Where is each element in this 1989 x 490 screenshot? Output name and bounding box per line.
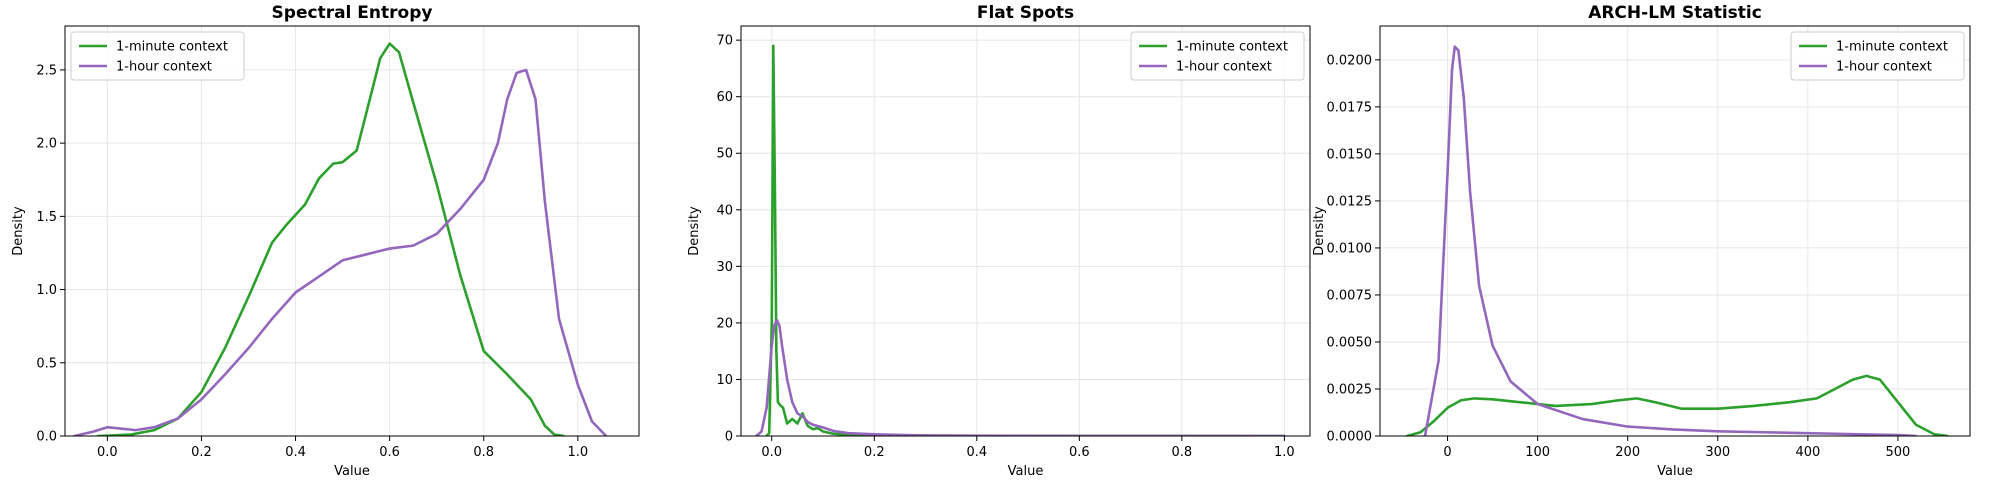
y-tick-label: 0.0150: [1327, 147, 1373, 162]
x-tick-label: 0.6: [1069, 445, 1090, 460]
y-tick-label: 40: [716, 203, 733, 218]
y-tick-label: 1.5: [36, 210, 57, 225]
y-tick-label: 2.0: [36, 137, 57, 152]
x-tick-label: 0.8: [473, 445, 494, 460]
chart-title: ARCH-LM Statistic: [1588, 3, 1762, 23]
legend-label: 1-minute context: [1836, 40, 1948, 55]
x-tick-label: 1.0: [567, 445, 588, 460]
x-tick-label: 500: [1886, 445, 1911, 460]
y-tick-label: 0: [725, 430, 733, 445]
y-tick-label: 0.0000: [1327, 430, 1373, 445]
y-tick-label: 0.0100: [1327, 241, 1373, 256]
legend-box: [70, 31, 245, 81]
y-tick-label: 0.0075: [1327, 288, 1373, 303]
panel-arch-lm-statistic: 0 100 200 300 400 500 0.0000 0.0025 0.0050 0.0075…: [1312, 3, 1971, 479]
legend-label: 1-hour context: [1176, 60, 1272, 75]
axes-frame: [1379, 25, 1971, 437]
panel-spectral-entropy: 0.0 0.2 0.4 0.6 0.8 1.0 0.0 0.5 1.0 1.5 2.0 2.5 Spec…: [11, 3, 640, 479]
y-axis-label: Density: [11, 206, 26, 256]
series-line-1-minute-context: [765, 44, 1286, 436]
chart-title: Flat Spots: [977, 3, 1074, 23]
y-tick-label: 20: [716, 316, 733, 331]
x-tick-label: 0.4: [966, 445, 987, 460]
series-line-1-hour-context: [73, 68, 608, 436]
y-tick-label: 0.0025: [1327, 382, 1373, 397]
y-tick-label: 60: [716, 90, 733, 105]
legend: 1-minute context 1-hour context: [70, 31, 245, 81]
y-tick-label: 0.0200: [1327, 53, 1373, 68]
x-tick-label: 0.4: [285, 445, 306, 460]
y-tick-label: 0.0125: [1327, 194, 1373, 209]
x-axis-label: Value: [334, 464, 370, 479]
x-axis-label: Value: [1008, 464, 1044, 479]
legend: 1-minute context 1-hour context: [1790, 31, 1965, 81]
legend: 1-minute context 1-hour context: [1130, 31, 1305, 81]
x-tick-label: 0.6: [379, 445, 400, 460]
legend-label: 1-hour context: [1836, 60, 1932, 75]
x-tick-label: 0.2: [191, 445, 212, 460]
series-line-1-minute-context: [1405, 374, 1949, 436]
x-tick-label: 300: [1705, 445, 1730, 460]
y-axis-label: Density: [687, 206, 702, 256]
legend-label: 1-minute context: [1176, 40, 1288, 55]
y-tick-label: 2.5: [36, 63, 57, 78]
x-tick-label: 0.2: [864, 445, 885, 460]
legend-label: 1-hour context: [116, 60, 212, 75]
y-tick-label: 0.0050: [1327, 335, 1373, 350]
x-tick-label: 0: [1443, 445, 1451, 460]
x-axis-label: Value: [1657, 464, 1693, 479]
legend-box: [1790, 31, 1965, 81]
axes-frame: [740, 25, 1311, 437]
y-tick-label: 30: [716, 260, 733, 275]
panel-flat-spots: 0.0 0.2 0.4 0.6 0.8 1.0 0 10 20 30 40 50 60 70 Flat Sp…: [687, 3, 1311, 479]
y-tick-label: 0.0: [36, 430, 57, 445]
y-tick-label: 70: [716, 34, 733, 49]
y-tick-label: 10: [716, 373, 733, 388]
x-tick-label: 100: [1525, 445, 1550, 460]
chart-title: Spectral Entropy: [272, 3, 433, 23]
y-tick-label: 0.0175: [1327, 100, 1373, 115]
legend-label: 1-minute context: [116, 40, 228, 55]
x-tick-label: 0.0: [761, 445, 782, 460]
series-line-1-hour-context: [1423, 45, 1918, 436]
axes-frame: [64, 25, 640, 437]
x-tick-label: 200: [1615, 445, 1640, 460]
series-line-1-hour-context: [755, 318, 1286, 436]
series-line-1-minute-context: [96, 42, 566, 436]
y-tick-label: 50: [716, 147, 733, 162]
x-tick-label: 1.0: [1274, 445, 1295, 460]
y-axis-label: Density: [1312, 206, 1327, 256]
x-tick-label: 0.0: [97, 445, 118, 460]
x-tick-label: 400: [1795, 445, 1820, 460]
x-tick-label: 0.8: [1172, 445, 1193, 460]
y-tick-label: 0.5: [36, 356, 57, 371]
y-tick-label: 1.0: [36, 283, 57, 298]
legend-box: [1130, 31, 1305, 81]
